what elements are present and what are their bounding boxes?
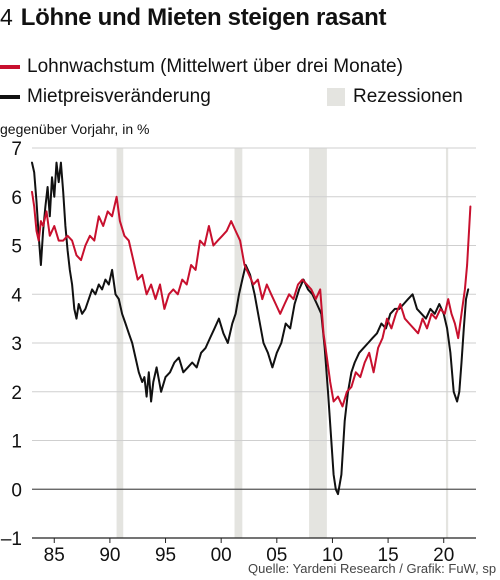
series-line-wages [31,190,472,408]
y-tick-label: 7 [11,139,22,160]
x-tick-label: 05 [266,545,287,566]
y-tick-label: 2 [11,383,22,404]
x-tick-label: 90 [99,545,120,566]
y-tick-label: 5 [11,237,22,258]
y-tick-label: 6 [11,188,22,209]
title-row: 4 Löhne und Mieten steigen rasant [0,4,387,40]
y-tick-label: –1 [1,529,22,550]
legend-swatch-recessions [327,88,345,106]
y-axis-label: gegenüber Vorjahr, in % [0,121,150,137]
legend-swatch-rents [0,95,20,99]
source-note: Quelle: Yardeni Research / Grafik: FuW, … [248,561,497,576]
x-tick-label: 20 [433,545,454,566]
legend-item-recessions: Rezessionen [327,86,463,108]
y-tick-label: 1 [11,432,22,453]
x-tick-label: 95 [155,545,176,566]
legend-label-rents: Mietpreisveränderung [27,86,211,107]
y-tick-label: 0 [11,480,22,501]
legend-item-wages: Lohnwachstum (Mittelwert über drei Monat… [0,56,403,78]
y-tick-label: 3 [11,334,22,355]
x-tick-label: 15 [378,545,399,566]
legend-label-recessions: Rezessionen [353,86,463,107]
x-tick-label: 85 [44,545,65,566]
chart-title: Löhne und Mieten steigen rasant [20,4,387,31]
y-tick-label: 4 [11,285,22,306]
x-tick-label: 00 [211,545,232,566]
series-line-rents [31,161,470,496]
figure-number: 4 [0,4,13,30]
x-tick-label: 10 [322,545,343,566]
legend-swatch-wages [0,65,20,69]
legend-item-rents: Mietpreisveränderung [0,86,211,108]
legend-label-wages: Lohnwachstum (Mittelwert über drei Monat… [27,56,403,77]
